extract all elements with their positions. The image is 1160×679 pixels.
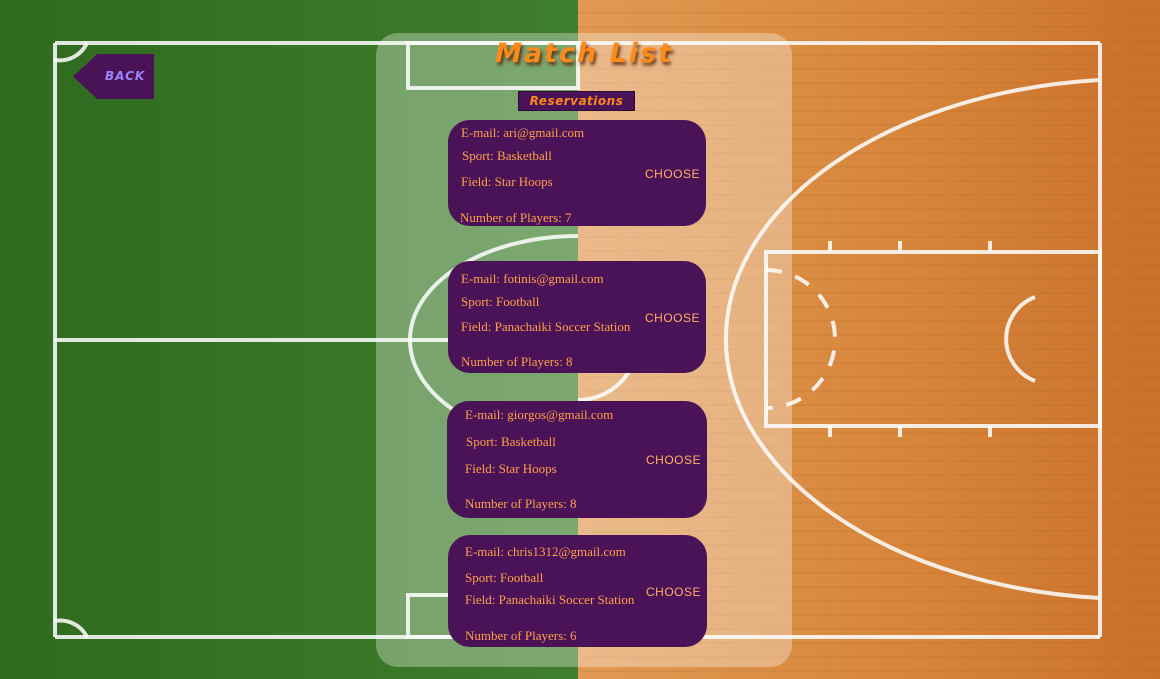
match-field: Field: Panachaiki Soccer Station [465, 592, 635, 607]
match-card: E-mail: ari@gmail.com Sport: Basketball … [448, 120, 706, 226]
match-players: Number of Players: 6 [465, 628, 577, 643]
match-sport: Sport: Football [461, 294, 540, 309]
match-field: Field: Panachaiki Soccer Station [461, 319, 631, 334]
match-email: E-mail: fotinis@gmail.com [461, 271, 604, 286]
match-email: E-mail: chris1312@gmail.com [465, 544, 626, 559]
match-card: E-mail: fotinis@gmail.com Sport: Footbal… [448, 261, 706, 373]
page-title: Match List [494, 38, 674, 69]
match-email: E-mail: ari@gmail.com [461, 125, 585, 140]
choose-button[interactable]: CHOOSE [644, 167, 700, 181]
match-field: Field: Star Hoops [465, 461, 557, 476]
match-sport: Sport: Basketball [466, 434, 556, 449]
match-card: E-mail: chris1312@gmail.com Sport: Footb… [448, 535, 707, 647]
match-card: E-mail: giorgos@gmail.com Sport: Basketb… [447, 401, 707, 518]
choose-button[interactable]: CHOOSE [644, 311, 700, 325]
back-button-label: BACK [105, 69, 146, 83]
match-players: Number of Players: 8 [461, 354, 573, 369]
match-players: Number of Players: 7 [460, 210, 572, 225]
match-players: Number of Players: 8 [465, 496, 577, 511]
match-sport: Sport: Basketball [462, 148, 552, 163]
reservations-heading: Reservations [518, 91, 635, 111]
match-field: Field: Star Hoops [461, 174, 553, 189]
match-email: E-mail: giorgos@gmail.com [465, 407, 614, 422]
choose-button[interactable]: CHOOSE [645, 453, 701, 467]
choose-button[interactable]: CHOOSE [645, 585, 701, 599]
match-sport: Sport: Football [465, 570, 544, 585]
